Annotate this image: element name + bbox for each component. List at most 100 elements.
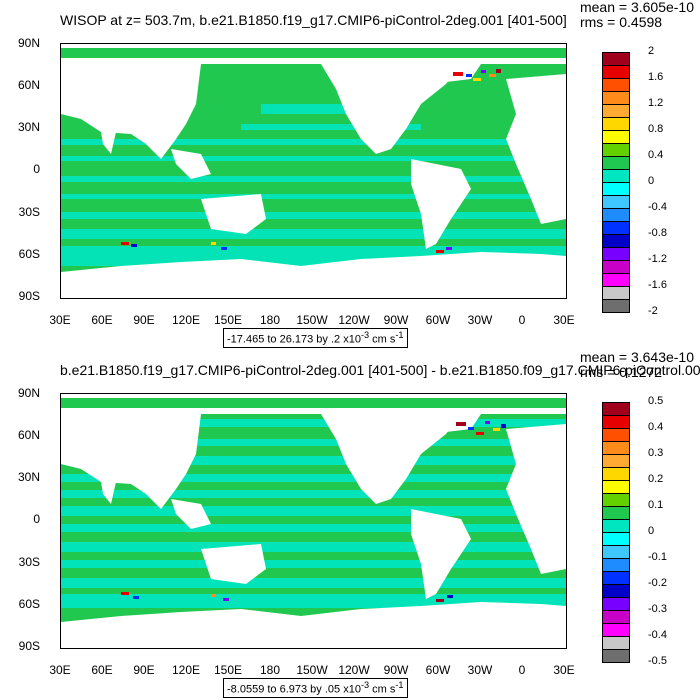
colorbar-label: 1.6 bbox=[648, 71, 664, 83]
colorbar-cell bbox=[602, 130, 630, 144]
colorbar-label: -1.6 bbox=[648, 279, 667, 291]
colorbar-label: -0.4 bbox=[648, 629, 667, 641]
colorbar-cell bbox=[602, 104, 630, 118]
lon-label: 120E bbox=[171, 313, 201, 327]
map-svg bbox=[61, 44, 566, 298]
colorbar-cell bbox=[602, 117, 630, 131]
rms-value: rms = 0.4598 bbox=[579, 14, 663, 30]
colorbar-cell bbox=[602, 480, 630, 494]
colorbar-cell bbox=[602, 402, 630, 416]
lon-label: 90W bbox=[383, 663, 409, 677]
lat-label: 90N bbox=[17, 386, 40, 400]
colorbar-cell bbox=[602, 610, 630, 624]
colorbar-label: 2 bbox=[648, 45, 655, 57]
colorbar-cell bbox=[602, 286, 630, 300]
plot-panel-2: b.e21.B1850.f19_g17.CMIP6-piControl-2deg… bbox=[0, 350, 700, 700]
range-unit-exponent: -1 bbox=[395, 330, 404, 340]
colorbar-cell bbox=[602, 91, 630, 105]
range-text: -17.465 to 26.173 by .2 x10 bbox=[227, 333, 361, 346]
range-unit-exponent: -1 bbox=[395, 680, 404, 690]
colorbar-cell bbox=[602, 169, 630, 183]
colorbar-cell bbox=[602, 208, 630, 222]
colorbar-label: -0.2 bbox=[648, 577, 667, 589]
lat-label: 0 bbox=[33, 512, 40, 526]
colorbar-cell bbox=[602, 273, 630, 287]
colorbar-cell bbox=[602, 545, 630, 559]
lat-label: 30S bbox=[18, 205, 40, 219]
lon-label: 90E bbox=[133, 663, 155, 677]
lat-label: 90N bbox=[17, 36, 40, 50]
colorbar-cell bbox=[602, 260, 630, 274]
lat-label: 30N bbox=[17, 120, 40, 134]
lon-label: 180 bbox=[259, 663, 281, 677]
colorbar-cell bbox=[602, 623, 630, 637]
colorbar bbox=[602, 52, 630, 313]
colorbar-cell bbox=[602, 415, 630, 429]
range-unit: cm s bbox=[369, 333, 396, 346]
colorbar-cell bbox=[602, 234, 630, 248]
colorbar-label: -0.4 bbox=[648, 201, 667, 213]
colorbar-cell bbox=[602, 247, 630, 261]
colorbar-cell bbox=[602, 195, 630, 209]
colorbar-cell bbox=[602, 584, 630, 598]
lon-label: 150E bbox=[213, 663, 243, 677]
colorbar-label: -0.1 bbox=[648, 551, 667, 563]
colorbar-cell bbox=[602, 65, 630, 79]
lon-label: 150W bbox=[296, 313, 328, 327]
lon-label: 60W bbox=[425, 663, 451, 677]
colorbar-cell bbox=[602, 428, 630, 442]
colorbar-cell bbox=[602, 571, 630, 585]
colorbar-cell bbox=[602, 143, 630, 157]
rms-value: rms = 0.1272 bbox=[579, 364, 663, 380]
lon-label: 120W bbox=[338, 663, 370, 677]
colorbar-cell bbox=[602, 182, 630, 196]
lon-label: 180 bbox=[259, 313, 281, 327]
colorbar-cell bbox=[602, 467, 630, 481]
lon-label: 150E bbox=[213, 313, 243, 327]
plot-panel-1: WISOP at z= 503.7m, b.e21.B1850.f19_g17.… bbox=[17, 0, 694, 348]
lon-label: 120E bbox=[171, 663, 201, 677]
lat-label: 90S bbox=[18, 639, 40, 653]
lon-label: 60E bbox=[91, 313, 113, 327]
colorbar-label: 0.1 bbox=[648, 499, 664, 511]
stats-box: mean = 3.643e-10 rms = 0.1272 bbox=[580, 350, 694, 380]
colorbar-label: -2 bbox=[648, 305, 658, 317]
colorbar-label: 1.2 bbox=[648, 97, 664, 109]
map-svg bbox=[61, 394, 566, 648]
colorbar-cell bbox=[602, 78, 630, 92]
lon-label: 60E bbox=[91, 663, 113, 677]
colorbar-label: 0.8 bbox=[648, 123, 664, 135]
colorbar-cell bbox=[602, 636, 630, 650]
range-unit: cm s bbox=[369, 683, 396, 696]
mean-value: mean = 3.605e-10 bbox=[579, 0, 694, 15]
colorbar-cell bbox=[602, 519, 630, 533]
colorbar-label: -0.3 bbox=[648, 603, 667, 615]
colorbar-label: 0.2 bbox=[648, 473, 664, 485]
ocean-map bbox=[60, 393, 567, 649]
range-exponent: -3 bbox=[360, 680, 370, 690]
panel-title: b.e21.B1850.f19_g17.CMIP6-piControl-2deg… bbox=[60, 362, 700, 378]
lon-label: 150W bbox=[296, 663, 328, 677]
range-exponent: -3 bbox=[360, 330, 370, 340]
ocean-map bbox=[60, 43, 567, 299]
colorbar bbox=[602, 402, 630, 663]
colorbar-cell bbox=[602, 441, 630, 455]
mean-value: mean = 3.643e-10 bbox=[579, 349, 694, 365]
range-text: -8.0559 to 6.973 by .05 x10 bbox=[227, 683, 361, 696]
colorbar-cell bbox=[602, 558, 630, 572]
contour-range-box: -17.465 to 26.173 by .2 x10-3 cm s-1 bbox=[223, 328, 408, 348]
colorbar-cell bbox=[602, 532, 630, 546]
lat-label: 0 bbox=[33, 162, 40, 176]
colorbar-label: 0.3 bbox=[648, 447, 664, 459]
colorbar-label: 0 bbox=[648, 525, 655, 537]
lon-label: 90E bbox=[133, 313, 155, 327]
lat-label: 60S bbox=[18, 597, 40, 611]
lon-label: 30E bbox=[553, 313, 575, 327]
lat-label: 60N bbox=[17, 78, 40, 92]
colorbar-cell bbox=[602, 299, 630, 313]
colorbar-label: 0 bbox=[648, 175, 655, 187]
lon-label: 30W bbox=[467, 313, 493, 327]
colorbar-label: -0.5 bbox=[648, 655, 667, 667]
colorbar-cell bbox=[602, 221, 630, 235]
lon-label: 30E bbox=[49, 313, 71, 327]
